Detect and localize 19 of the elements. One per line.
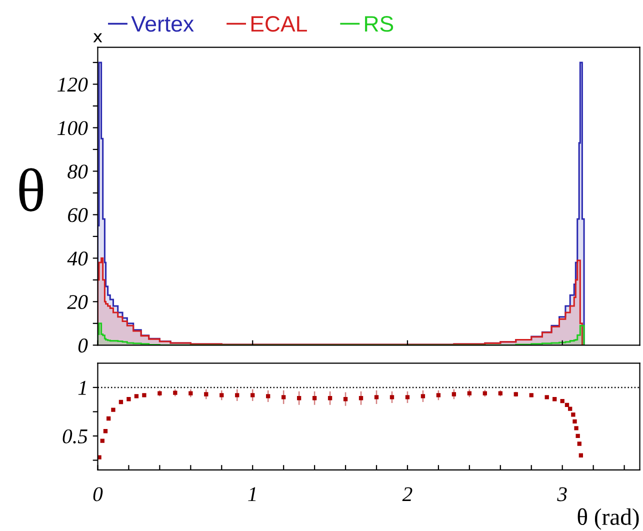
y-tick-label: 20 [67, 295, 88, 310]
y-tick-label: 0 [78, 338, 88, 353]
y-tick-label: 60 [68, 208, 88, 222]
y-tick-label: 0.5 [62, 429, 88, 444]
text: x [93, 33, 102, 42]
x-axis-title: θ (rad) [578, 508, 639, 530]
x-tick-label: 2 [402, 487, 412, 502]
y-axis-title: θ [19, 168, 44, 212]
y-tick-label: 80 [68, 164, 88, 179]
y-tick-label: 40 [67, 252, 88, 266]
x-tick-label: 3 [557, 487, 567, 502]
x-tick-label: 1 [248, 487, 256, 502]
y-tick-label: 100 [58, 121, 88, 136]
legend-label: RS [365, 16, 394, 32]
x-tick-label: 0 [93, 487, 103, 502]
legend-label: Vertex [131, 16, 194, 32]
y-tick-label: 120 [58, 78, 88, 92]
y-tick-label: 1 [78, 380, 86, 395]
legend-label: ECAL [251, 16, 307, 32]
